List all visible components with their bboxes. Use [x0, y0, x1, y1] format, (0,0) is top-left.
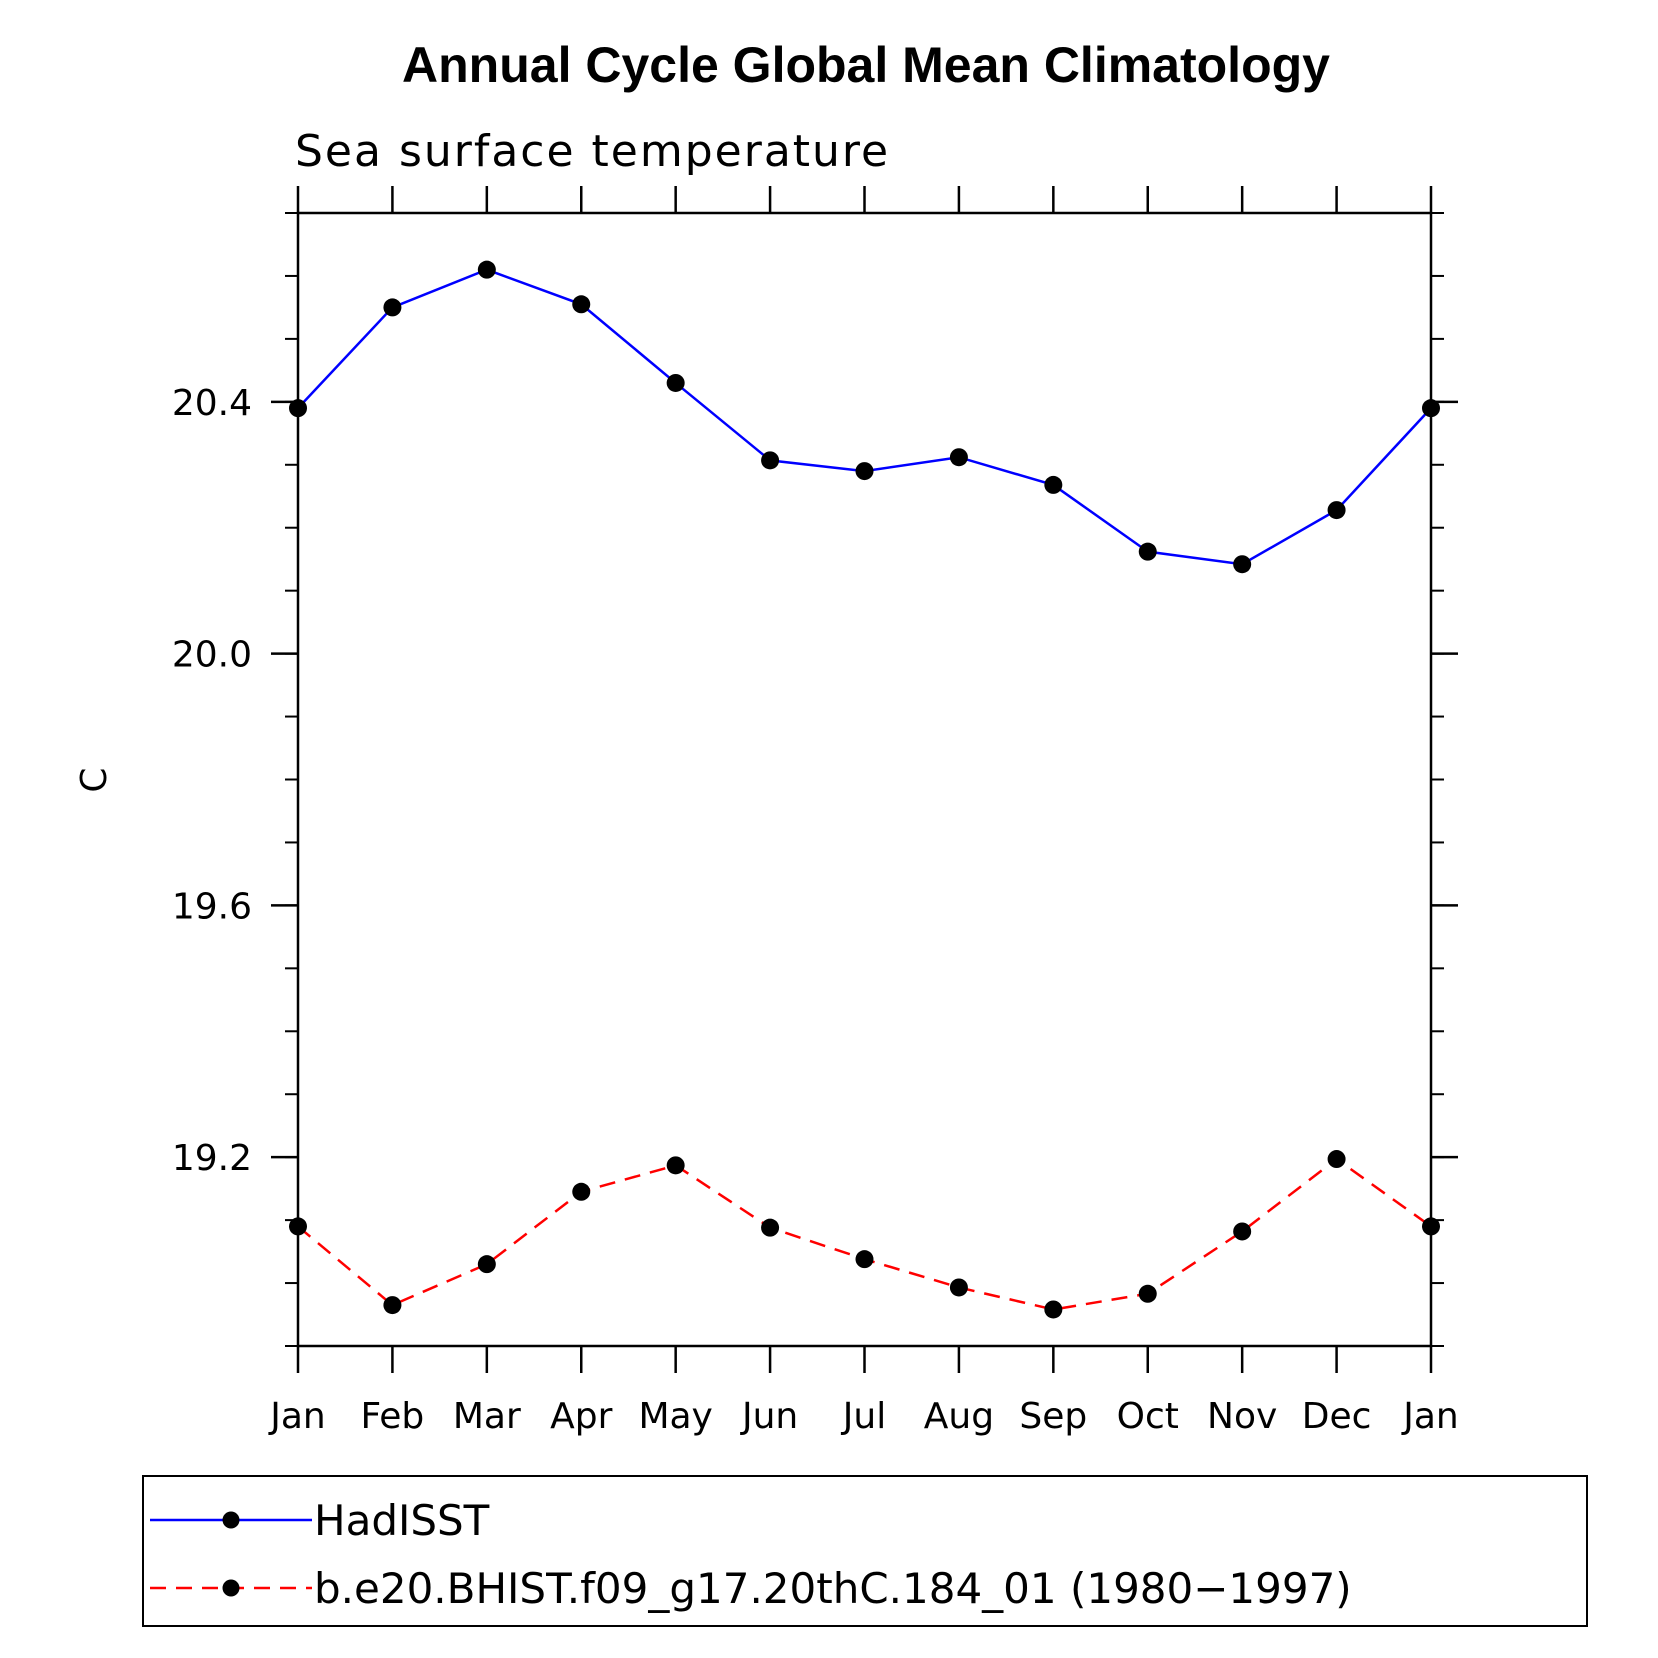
data-point-series-0 [1233, 555, 1252, 574]
data-point-series-0 [383, 298, 402, 317]
data-point-series-1 [289, 1217, 307, 1236]
data-point-series-0 [855, 462, 874, 481]
x-tick-label: Jun [740, 1396, 798, 1437]
x-tick-label: Mar [453, 1396, 521, 1437]
y-tick-label: 20.0 [172, 635, 252, 676]
x-tick-label: Aug [924, 1396, 994, 1437]
x-tick-label: Oct [1117, 1396, 1179, 1437]
plot-frame [296, 211, 1433, 1348]
data-point-series-0 [761, 451, 780, 470]
data-point-series-1 [477, 1255, 496, 1274]
data-point-series-1 [855, 1250, 874, 1269]
legend: HadISST b.e20.BHIST.f09_g17.20thC.184_01… [142, 1475, 1588, 1627]
chart-subtitle: Sea surface temperature [295, 126, 890, 177]
x-tick-label: May [638, 1396, 712, 1437]
data-point-series-0 [1044, 475, 1063, 494]
data-point-series-1 [761, 1218, 780, 1237]
x-axis-tick-labels: Jan Feb Mar Apr May Jun Jul Aug Sep Oct Nov Dec Jan [268, 1396, 1459, 1437]
data-point-series-0 [477, 260, 496, 279]
data-point-series-0 [1422, 399, 1440, 418]
data-point-series-0 [666, 373, 685, 392]
x-tick-label: Dec [1302, 1396, 1372, 1437]
data-point-series-0 [572, 295, 591, 314]
x-tick-label: Nov [1207, 1396, 1277, 1437]
legend-frame [142, 1475, 1588, 1627]
y-tick-label: 19.6 [172, 886, 252, 927]
data-point-series-1 [1233, 1222, 1252, 1241]
x-tick-label: Jan [1401, 1396, 1459, 1437]
legend-label-hadisst: HadISST [314, 1496, 490, 1545]
series-layer [289, 260, 1440, 1319]
series-line-0 [297, 268, 1432, 566]
x-axis-ticks [296, 186, 1433, 1373]
data-point-series-0 [949, 448, 968, 467]
y-axis-label: C [74, 767, 115, 792]
x-tick-label: Sep [1019, 1396, 1087, 1437]
x-tick-label: Feb [361, 1396, 425, 1437]
y-tick-label: 19.2 [172, 1138, 252, 1179]
data-point-series-1 [1327, 1150, 1346, 1169]
data-point-series-1 [949, 1278, 968, 1297]
legend-label-model: b.e20.BHIST.f09_g17.20thC.184_01 (1980−1… [314, 1564, 1352, 1613]
x-tick-label: Apr [550, 1396, 612, 1437]
data-point-series-0 [1138, 542, 1157, 561]
legend-marker-model [222, 1579, 240, 1597]
data-point-series-0 [289, 399, 307, 418]
data-point-series-1 [666, 1156, 685, 1175]
series-line-1 [297, 1157, 1432, 1311]
data-point-series-1 [1422, 1217, 1440, 1236]
legend-marker-hadisst [222, 1511, 240, 1529]
data-point-series-0 [1327, 501, 1346, 520]
data-point-series-1 [1044, 1300, 1063, 1319]
data-point-series-1 [572, 1182, 591, 1201]
y-axis-ticks [271, 212, 1458, 1347]
y-tick-label: 20.4 [172, 383, 252, 424]
y-axis-tick-labels: 19.2 19.6 20.0 20.4 [172, 383, 252, 1179]
x-tick-label: Jul [841, 1396, 886, 1437]
data-point-series-1 [383, 1296, 402, 1315]
x-tick-label: Jan [268, 1396, 326, 1437]
data-point-series-1 [1138, 1284, 1157, 1303]
chart-title: Annual Cycle Global Mean Climatology [402, 37, 1330, 93]
